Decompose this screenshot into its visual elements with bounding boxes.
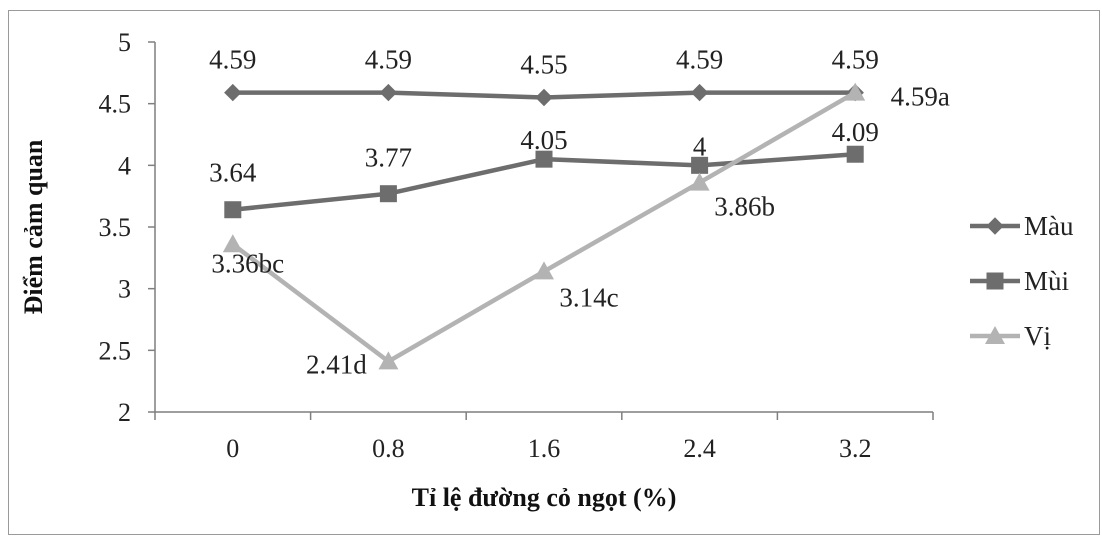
legend-label: Vị xyxy=(1024,321,1051,351)
data-label: 4.59 xyxy=(365,45,412,75)
x-axis-title: Tỉ lệ đường cỏ ngọt (%) xyxy=(412,483,677,512)
x-tick-label: 0 xyxy=(226,434,239,463)
data-point-Màu xyxy=(379,83,398,102)
data-label: 3.36bc xyxy=(211,248,284,278)
data-label: 4 xyxy=(693,131,707,161)
y-tick-label: 4.5 xyxy=(99,90,132,119)
data-label: 3.77 xyxy=(365,143,412,173)
data-label: 4.59a xyxy=(891,82,950,112)
y-tick-label: 5 xyxy=(118,28,131,57)
x-tick-label: 3.2 xyxy=(839,434,872,463)
data-point-Vị xyxy=(534,261,554,280)
data-point-Vị xyxy=(845,82,866,101)
data-point-Vị xyxy=(689,172,710,191)
data-label: 4.59 xyxy=(676,45,723,75)
data-point-Mùi xyxy=(224,201,242,219)
data-point-Vị xyxy=(378,351,399,370)
data-point-Mùi xyxy=(535,150,553,168)
data-label: 4.59 xyxy=(832,45,879,75)
y-tick-label: 4 xyxy=(118,151,131,180)
x-tick-label: 0.8 xyxy=(372,434,405,463)
data-point-Mùi xyxy=(846,145,864,163)
data-label: 4.09 xyxy=(832,117,879,147)
data-point-Mùi xyxy=(691,156,709,174)
x-tick-label: 1.6 xyxy=(528,434,561,463)
data-point-Mùi xyxy=(379,185,397,203)
y-tick-label: 3.5 xyxy=(99,213,132,242)
data-point-Vị xyxy=(222,234,243,253)
data-label: 4.59 xyxy=(209,45,256,75)
data-point-Màu xyxy=(535,88,553,107)
data-label: 4.05 xyxy=(520,125,567,155)
legend-label: Mùi xyxy=(1024,266,1069,296)
y-tick-label: 2.5 xyxy=(99,336,132,365)
data-label: 2.41d xyxy=(306,349,367,379)
legend-marker-Mùi xyxy=(986,272,1004,290)
y-tick-label: 3 xyxy=(118,275,131,304)
data-label: 4.55 xyxy=(520,50,567,80)
data-point-Màu xyxy=(690,83,709,102)
data-label: 3.86b xyxy=(714,192,775,222)
data-label: 3.64 xyxy=(209,158,257,188)
y-tick-label: 2 xyxy=(118,398,131,427)
legend-label: Màu xyxy=(1024,211,1074,241)
y-axis-title: Điểm cảm quan xyxy=(19,139,48,314)
data-point-Màu xyxy=(224,83,242,102)
legend-marker-Vị xyxy=(985,326,1005,344)
data-label: 3.14c xyxy=(559,282,618,312)
legend-marker-Màu xyxy=(986,217,1004,235)
x-tick-label: 2.4 xyxy=(683,434,716,463)
